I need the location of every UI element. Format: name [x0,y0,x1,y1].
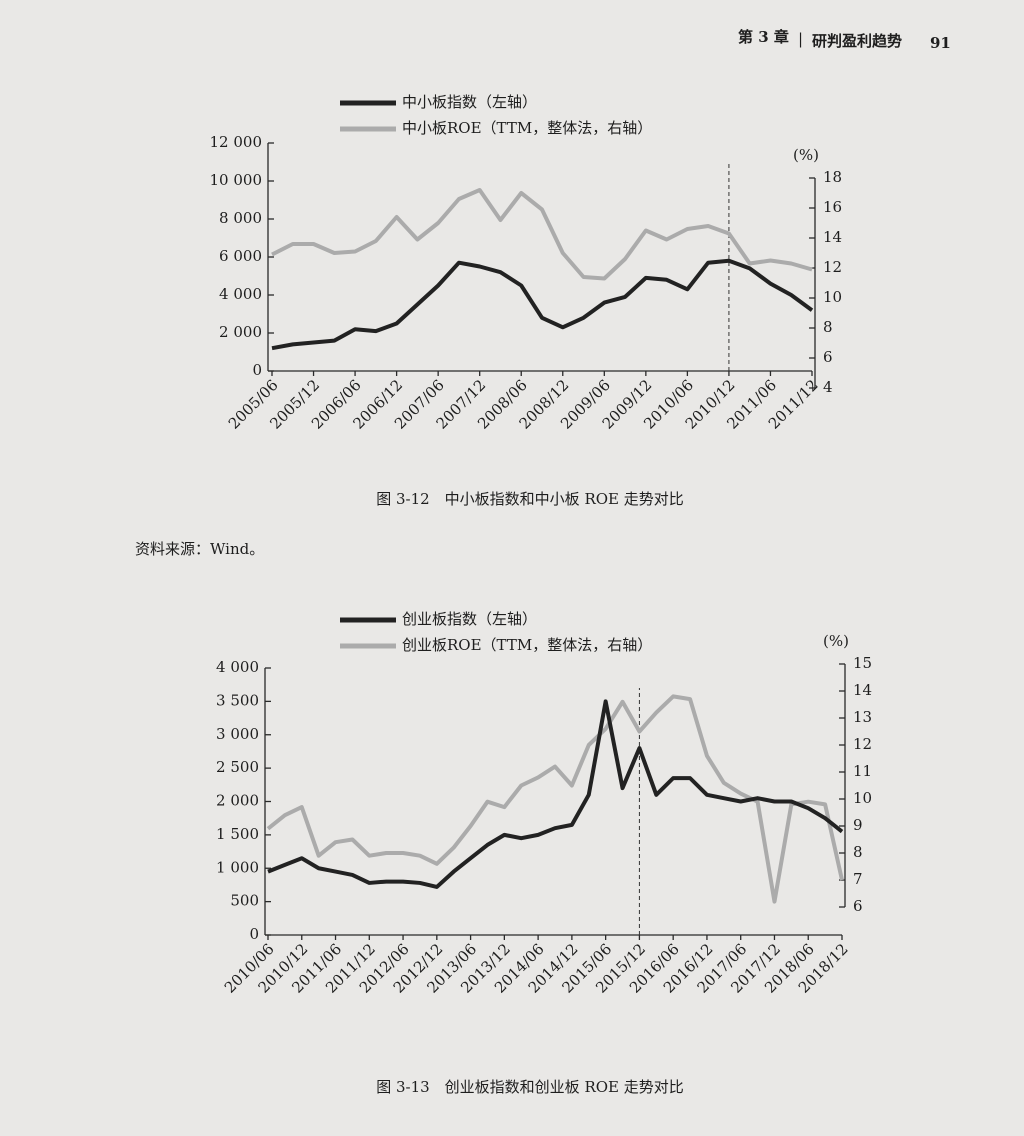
y2-tick-label: 13 [853,708,872,726]
y2-tick-label: 12 [823,258,842,276]
y2-tick-label: 14 [853,681,872,699]
legend-label: 创业板ROE（TTM，整体法，右轴） [402,636,652,654]
y-tick-label: 2 000 [216,792,259,810]
y2-tick-label: 11 [853,762,872,780]
y-tick-label: 500 [230,892,259,910]
y2-tick-label: 15 [853,654,872,672]
y-tick-label: 0 [249,925,259,943]
series-line [271,188,813,281]
figure-caption: 图 3-13 创业板指数和创业板 ROE 走势对比 [376,1078,684,1096]
legend-label: 中小板指数（左轴） [402,93,537,111]
y2-tick-label: 12 [853,735,872,753]
y-tick-label: 1 500 [216,825,259,843]
y-tick-label: 2 000 [219,323,262,341]
separator: | [798,30,803,48]
figure-caption: 图 3-12 中小板指数和中小板 ROE 走势对比 [376,490,684,508]
y2-tick-label: 10 [823,288,842,306]
chapter: 第 3 章 [738,28,789,46]
y2-tick-label: 10 [853,789,872,807]
y2-tick-label: 8 [823,318,833,336]
y-tick-label: 3 000 [216,725,259,743]
y2-tick-label: 16 [823,198,842,216]
series-line [271,258,814,351]
y2-tick-label: 7 [853,870,863,888]
y-tick-label: 4 000 [216,658,259,676]
series-line [266,694,844,904]
y-tick-label: 0 [252,361,262,379]
y2-unit: (%) [823,632,849,650]
legend-label: 中小板ROE（TTM，整体法，右轴） [402,119,652,137]
y-tick-label: 12 000 [210,133,263,151]
y2-unit: (%) [793,146,819,164]
y2-tick-label: 9 [853,816,863,834]
series-line [267,699,844,889]
page-number: 91 [930,34,951,52]
y-tick-label: 2 500 [216,758,259,776]
y-tick-label: 4 000 [219,285,262,303]
y-tick-label: 1 000 [216,858,259,876]
legend-label: 创业板指数（左轴） [402,610,537,628]
y-tick-label: 6 000 [219,247,262,265]
y2-tick-label: 14 [823,228,842,246]
y-tick-label: 10 000 [210,171,263,189]
y2-tick-label: 6 [823,348,833,366]
source-note: 资料来源：Wind。 [135,540,264,558]
y2-tick-label: 18 [823,168,842,186]
y2-tick-label: 4 [823,378,833,396]
y2-tick-label: 6 [853,897,863,915]
y2-tick-label: 8 [853,843,863,861]
y-tick-label: 3 500 [216,691,259,709]
section: 研判盈利趋势 [812,32,902,50]
y-tick-label: 8 000 [219,209,262,227]
